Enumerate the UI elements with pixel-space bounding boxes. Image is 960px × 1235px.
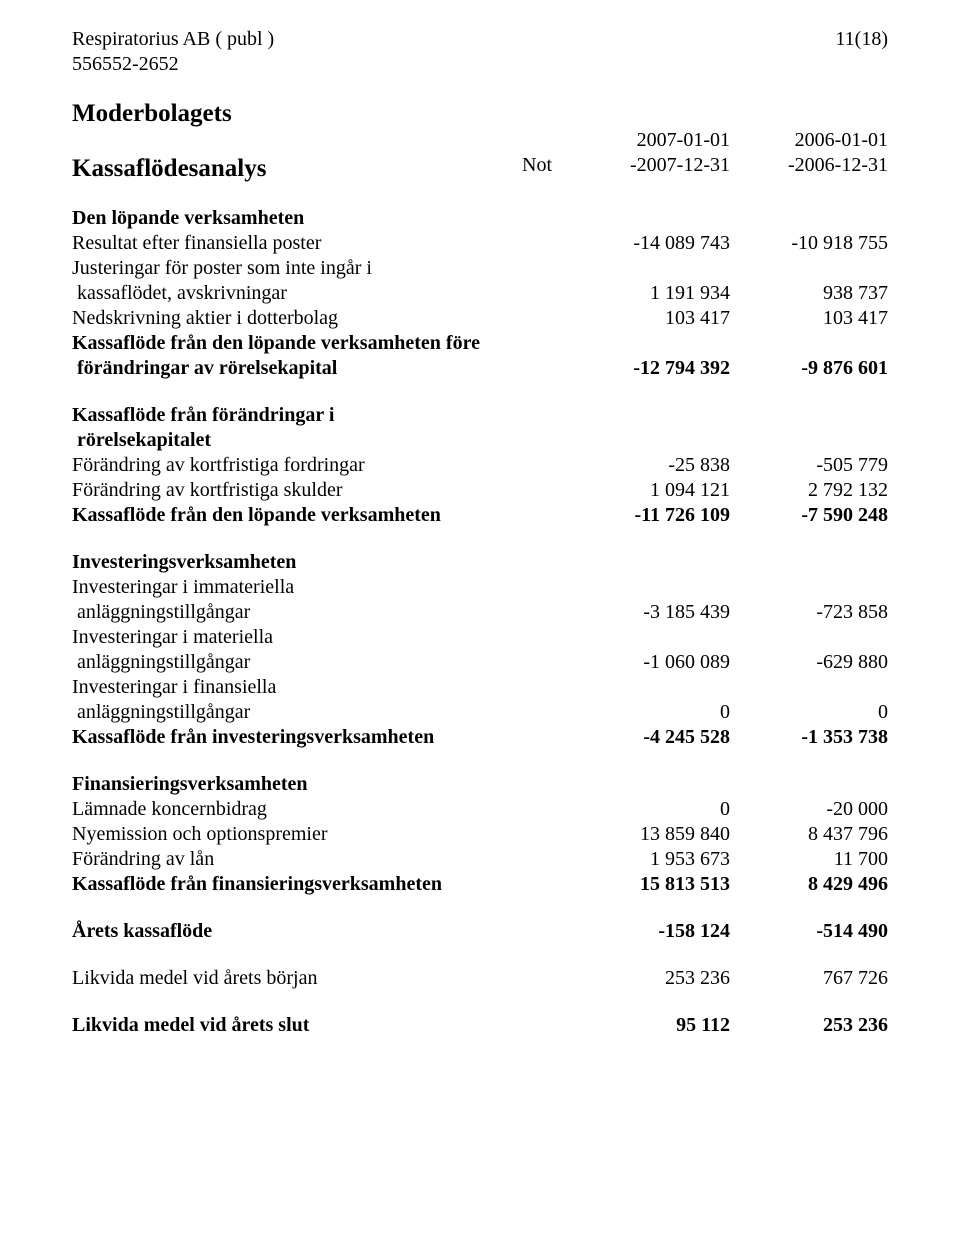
table-row: Justeringar för poster som inte ingår i	[72, 256, 888, 281]
page-number: 11(18)	[835, 28, 888, 51]
investing-total: Kassaflöde från investeringsverksamheten…	[72, 725, 888, 750]
subtitle: Kassaflödesanalys	[72, 153, 522, 184]
operating-change-heading-a: Kassaflöde från förändringar i	[72, 403, 888, 428]
document-page: Respiratorius AB ( publ ) 11(18) 556552-…	[0, 0, 960, 1235]
table-row: anläggningstillgångar -3 185 439 -723 85…	[72, 600, 888, 625]
period-top-row: 2007-01-01 2006-01-01	[72, 128, 888, 153]
closing-cash-row: Likvida medel vid årets slut 95 112 253 …	[72, 1013, 888, 1038]
table-row: förändringar av rörelsekapital -12 794 3…	[72, 356, 888, 381]
table-row: anläggningstillgångar -1 060 089 -629 88…	[72, 650, 888, 675]
net-cashflow-row: Årets kassaflöde -158 124 -514 490	[72, 919, 888, 944]
table-row: anläggningstillgångar 0 0	[72, 700, 888, 725]
table-row: Resultat efter finansiella poster -14 08…	[72, 231, 888, 256]
page-header: Respiratorius AB ( publ ) 11(18)	[72, 28, 888, 51]
table-row: kassaflödet, avskrivningar 1 191 934 938…	[72, 281, 888, 306]
note-header: Not	[522, 153, 572, 184]
operating-change-heading-b: rörelsekapitalet	[72, 428, 888, 453]
report-title: Moderbolagets	[72, 100, 232, 128]
period1-end: -2007-12-31	[572, 153, 730, 184]
table-row: Investeringar i finansiella	[72, 675, 888, 700]
opening-cash-row: Likvida medel vid årets början 253 236 7…	[72, 966, 888, 991]
table-row: Förändring av kortfristiga fordringar -2…	[72, 453, 888, 478]
period1-start: 2007-01-01	[572, 128, 730, 153]
title-row: Moderbolagets	[72, 100, 888, 128]
org-number: 556552-2652	[72, 53, 888, 76]
table-row: Nedskrivning aktier i dotterbolag 103 41…	[72, 306, 888, 331]
period2-start: 2006-01-01	[730, 128, 888, 153]
financing-heading: Finansieringsverksamheten	[72, 772, 888, 797]
table-row: Förändring av kortfristiga skulder 1 094…	[72, 478, 888, 503]
operating-total: Kassaflöde från den löpande verksamheten…	[72, 503, 888, 528]
table-row: Kassaflöde från den löpande verksamheten…	[72, 331, 888, 356]
investing-heading: Investeringsverksamheten	[72, 550, 888, 575]
period-bottom-row: Kassaflödesanalys Not -2007-12-31 -2006-…	[72, 153, 888, 184]
table-row: Investeringar i immateriella	[72, 575, 888, 600]
financing-total: Kassaflöde från finansieringsverksamhete…	[72, 872, 888, 897]
company-name: Respiratorius AB ( publ )	[72, 28, 274, 51]
period2-end: -2006-12-31	[730, 153, 888, 184]
table-row: Investeringar i materiella	[72, 625, 888, 650]
table-row: Lämnade koncernbidrag 0 -20 000	[72, 797, 888, 822]
table-row: Nyemission och optionspremier 13 859 840…	[72, 822, 888, 847]
operating-heading: Den löpande verksamheten	[72, 206, 888, 231]
table-row: Förändring av lån 1 953 673 11 700	[72, 847, 888, 872]
